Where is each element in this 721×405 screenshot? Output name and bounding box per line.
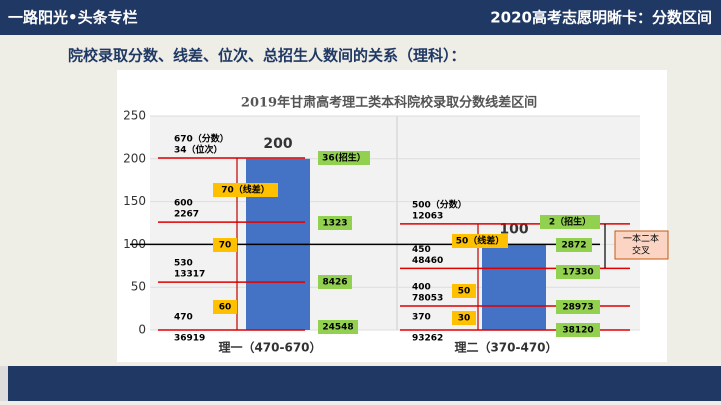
x-tick-label: 理二（370-470）: [454, 340, 557, 355]
y-tick-label: 0: [138, 323, 146, 337]
enroll-label: 38120: [562, 326, 593, 336]
gap-box: [452, 234, 508, 248]
line-label: 78053: [412, 294, 443, 304]
enroll-box: [318, 216, 352, 230]
line-label: 370: [412, 313, 431, 323]
line-label: 530: [174, 259, 193, 269]
enroll-label: 36(招生）: [322, 152, 366, 164]
gap-box: [452, 284, 476, 298]
line-label: 2267: [174, 210, 199, 220]
header-right: 2020高考志愿明晰卡：分数区间: [490, 9, 712, 27]
gap-label: 50: [458, 287, 471, 297]
line-label: 93262: [412, 334, 443, 344]
gap-box: [213, 300, 237, 314]
footer-bar: [0, 366, 721, 401]
line-label: 34（位次）: [174, 143, 223, 155]
bar: [482, 244, 546, 330]
line-label: 13317: [174, 270, 205, 280]
line-label: 12063: [412, 211, 443, 221]
enroll-box: [556, 238, 592, 252]
gap-box: [452, 311, 476, 325]
enroll-label: 24548: [322, 323, 353, 333]
x-tick-label: 理一（470-670）: [218, 340, 321, 355]
gap-label: 30: [458, 314, 471, 324]
enroll-label: 2（招生）: [549, 216, 591, 228]
value-label: 100: [499, 221, 528, 237]
y-tick-label: 50: [131, 280, 146, 294]
chart-title: 2019年甘肃高考理工类本科院校录取分数线差区间: [241, 95, 537, 111]
enroll-box: [318, 151, 370, 165]
enroll-label: 17330: [562, 268, 593, 278]
gap-box: [213, 238, 237, 252]
gap-box: [213, 183, 278, 197]
line-label: 600: [174, 199, 193, 209]
line-label: 500（分数）: [412, 198, 467, 210]
line-label: 470: [174, 313, 193, 323]
value-label: 200: [263, 136, 292, 152]
y-tick-label: 150: [123, 194, 146, 208]
line-label: 400: [412, 283, 431, 293]
gap-label: 50（线差）: [456, 235, 505, 247]
enroll-box: [540, 215, 600, 229]
footer-strip: [0, 366, 8, 401]
line-label: 36919: [174, 334, 205, 344]
line-label: 48460: [412, 256, 443, 266]
enroll-label: 2872: [561, 241, 586, 251]
enroll-box: [318, 320, 358, 334]
enroll-box: [556, 300, 600, 314]
y-tick-label: 200: [123, 151, 146, 165]
enroll-box: [556, 323, 600, 337]
callout-box: [614, 230, 669, 260]
gap-label: 70: [219, 241, 232, 251]
line-label: 670（分数）: [174, 132, 229, 144]
y-tick-label: 250: [123, 109, 146, 123]
enroll-label: 28973: [562, 303, 593, 313]
subtitle: 院校录取分数、线差、位次、总招生人数间的关系（理科）：: [68, 47, 466, 65]
header-bar: [0, 0, 721, 35]
header-left: 一路阳光•头条专栏: [8, 9, 138, 27]
enroll-label: 1323: [322, 219, 347, 229]
enroll-label: 8426: [322, 278, 347, 288]
gap-label: 70（线差）: [221, 184, 270, 196]
callout-label: 一本二本: [623, 233, 659, 245]
callout-label: 交叉: [632, 245, 650, 257]
enroll-box: [318, 275, 352, 289]
line-label: 450: [412, 245, 431, 255]
gap-label: 60: [219, 303, 232, 313]
enroll-box: [556, 265, 600, 279]
